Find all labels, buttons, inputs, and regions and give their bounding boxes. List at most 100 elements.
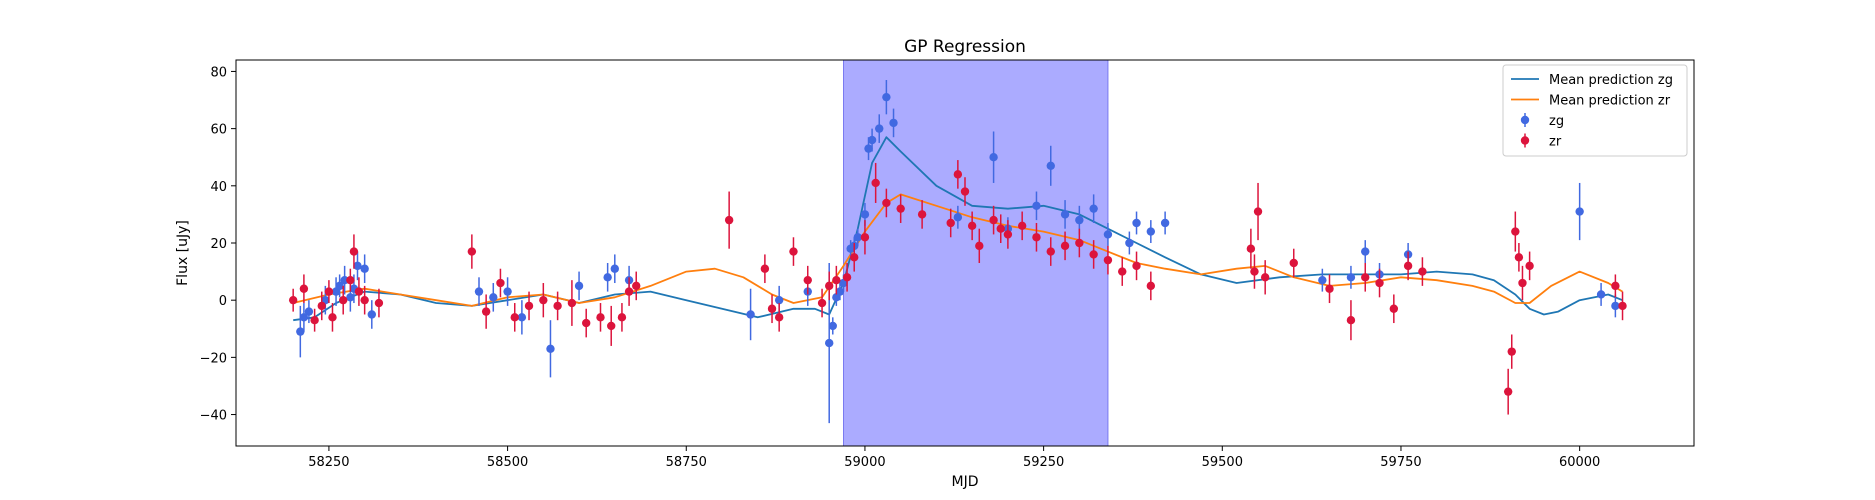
zr-point <box>767 304 777 313</box>
zr-point <box>607 321 616 331</box>
y-tick-label: 60 <box>210 123 227 138</box>
zg-point <box>889 118 898 128</box>
zr-point <box>1118 267 1127 276</box>
zg-point <box>989 153 998 162</box>
zr-point <box>346 275 355 285</box>
zr-point <box>539 295 548 305</box>
zr-point <box>1418 267 1427 276</box>
zr-point <box>1132 261 1141 271</box>
highlight-region <box>843 59 1109 447</box>
zr-point <box>967 221 977 231</box>
zr-point <box>481 307 491 316</box>
zr-point <box>1289 258 1298 268</box>
zg-point <box>953 213 963 222</box>
zr-point <box>299 284 309 293</box>
zr-point <box>310 315 319 325</box>
series-layer <box>288 80 1627 424</box>
zg-point <box>853 233 862 242</box>
zr-point <box>510 313 519 322</box>
legend-box <box>1502 64 1688 157</box>
legend-label-mean-prediction-zg: Mean prediction zg <box>1549 73 1673 88</box>
zr-point <box>567 298 577 308</box>
zr-point <box>860 233 870 242</box>
x-tick-label: 58250 <box>308 455 349 470</box>
zr-point <box>582 318 591 328</box>
legend-swatch-zr <box>1520 136 1530 145</box>
zr-point <box>617 313 627 322</box>
zr-point <box>339 295 348 305</box>
zr-point <box>1060 241 1070 251</box>
zr-point <box>896 204 905 213</box>
zr-point <box>553 301 562 311</box>
zg-point <box>603 273 612 282</box>
zr-point <box>1503 387 1513 396</box>
zg-point <box>1125 238 1134 248</box>
zr-point <box>467 247 477 256</box>
x-tick-label: 58500 <box>487 455 528 470</box>
zg-point <box>346 293 355 302</box>
zg-point <box>1596 290 1606 299</box>
zr-point <box>975 241 984 251</box>
zg-point <box>546 344 555 353</box>
zr-point <box>360 295 369 305</box>
y-tick-label: −40 <box>200 409 227 424</box>
zr-point <box>774 313 784 322</box>
zr-point <box>524 301 534 311</box>
zg-point <box>296 327 305 336</box>
zg-point <box>353 261 362 271</box>
legend-swatch-zg <box>1520 115 1530 125</box>
zr-point <box>1075 238 1084 248</box>
zr-point <box>1511 227 1520 236</box>
zr-point <box>1525 261 1534 271</box>
zr-point <box>328 313 337 322</box>
zr-point <box>842 273 852 282</box>
x-tick-label: 59750 <box>1380 455 1421 470</box>
zr-point <box>996 224 1005 233</box>
zg-point <box>1032 201 1041 211</box>
zr-point <box>1089 250 1098 259</box>
zg-point <box>1075 215 1084 225</box>
zr-point <box>1389 304 1399 313</box>
zg-point <box>746 310 755 319</box>
zr-point <box>1618 301 1627 311</box>
zg-point <box>299 313 309 322</box>
zg-point <box>1575 207 1584 216</box>
zg-point <box>860 210 870 219</box>
zr-point <box>496 278 505 288</box>
zr-point <box>960 187 970 196</box>
legend-label-zr: zr <box>1549 135 1562 150</box>
zg-point <box>1361 247 1370 256</box>
zr-point <box>1514 253 1524 262</box>
zg-point <box>304 307 314 316</box>
zr-point <box>1507 347 1516 356</box>
zg-point <box>1132 218 1141 228</box>
zr-point <box>1260 273 1270 282</box>
zr-point <box>1253 207 1263 216</box>
zr-point <box>803 275 812 285</box>
series-zr <box>288 160 1627 415</box>
legend: Mean prediction zg Mean prediction zr zg zr <box>1502 64 1688 157</box>
zr-point <box>850 253 859 262</box>
zr-point <box>324 287 334 296</box>
zr-point <box>917 210 927 219</box>
zr-point <box>825 281 834 291</box>
zg-point <box>489 293 498 302</box>
zg-point <box>1318 275 1327 285</box>
zg-point <box>574 281 584 291</box>
y-tick-label: 40 <box>210 180 227 195</box>
zr-point <box>349 247 359 256</box>
zr-point <box>317 301 326 311</box>
x-axis-label: MJD <box>952 474 979 490</box>
zg-point <box>517 313 527 322</box>
zg-point <box>774 295 784 305</box>
zr-point <box>354 287 364 296</box>
legend-label-zg: zg <box>1549 114 1564 129</box>
zg-point <box>835 287 845 296</box>
zr-point <box>817 298 827 308</box>
zr-point <box>989 215 998 225</box>
x-tick-label: 60000 <box>1559 455 1600 470</box>
zg-point <box>610 264 619 273</box>
y-tick-label: 80 <box>210 65 227 80</box>
zg-point <box>1146 227 1156 236</box>
